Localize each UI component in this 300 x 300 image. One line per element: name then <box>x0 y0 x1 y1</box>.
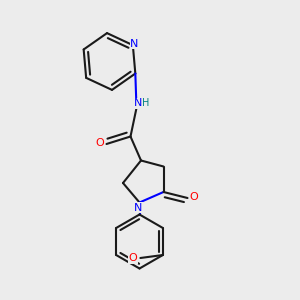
Text: O: O <box>128 253 137 263</box>
Text: H: H <box>142 98 150 109</box>
Text: N: N <box>134 98 142 109</box>
Text: O: O <box>190 191 199 202</box>
Text: N: N <box>130 39 139 49</box>
Text: N: N <box>134 203 142 213</box>
Text: O: O <box>95 137 104 148</box>
